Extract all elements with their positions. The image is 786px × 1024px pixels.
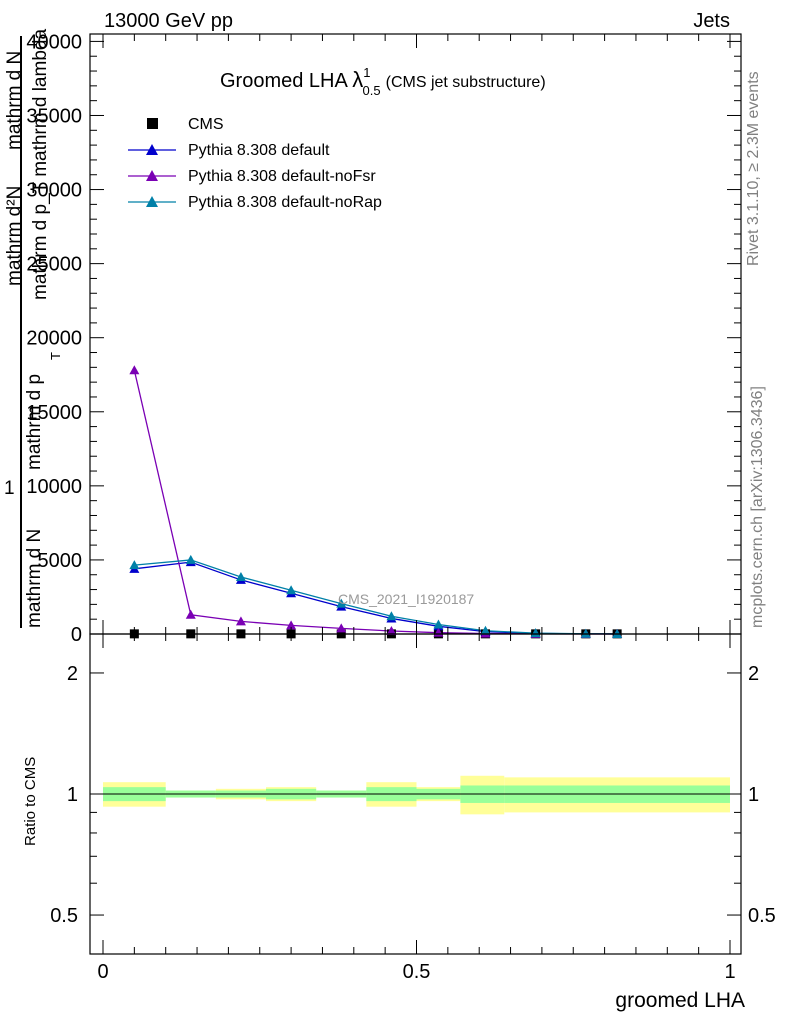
data-point-norap — [530, 628, 541, 638]
y-label-dn: mathrm d N — [24, 528, 45, 628]
data-point-norap — [286, 585, 297, 595]
data-point-norap — [580, 628, 591, 638]
y-label-one: 1 — [4, 478, 15, 499]
legend-label-nofsr: Pythia 8.308 default-noFsr — [188, 168, 376, 185]
legend-marker-nofsr — [146, 170, 158, 181]
y-tick-label: 10000 — [26, 476, 82, 498]
ratio-y-tick-label-left: 0.5 — [50, 905, 78, 927]
y-label-dp-sub: T — [48, 352, 63, 360]
main-plot-area — [90, 34, 741, 634]
ratio-y-tick-label-right: 1 — [748, 784, 759, 806]
x-axis-label: groomed LHA — [615, 989, 745, 1012]
y-tick-label: 35000 — [26, 105, 82, 127]
y-label-fraction-bar-1 — [20, 36, 22, 628]
data-point-nofsr — [235, 616, 246, 626]
data-point-norap — [480, 625, 491, 635]
plot-title: Groomed LHA λ1 0.5 (CMS jet substructure) — [220, 65, 546, 98]
y-tick-label: 40000 — [26, 31, 82, 53]
ratio-y-tick-label-left: 1 — [67, 784, 78, 806]
y-tick-label: 15000 — [26, 402, 82, 424]
y-tick-label: 20000 — [26, 328, 82, 350]
data-point-norap — [185, 554, 196, 564]
y-label-dpt-dlambda: mathrm d p_T mathrm d lambda — [30, 28, 51, 300]
legend-marker-default — [146, 144, 158, 155]
legend-marker-norap — [146, 196, 158, 207]
ratio-bands — [103, 775, 730, 815]
y-tick-label: 25000 — [26, 254, 82, 276]
data-point-nofsr — [286, 620, 297, 630]
data-point-nofsr — [185, 609, 196, 619]
legend-label-default: Pythia 8.308 default — [188, 142, 330, 159]
x-tick-label: 1 — [724, 961, 735, 983]
x-tick-label: 0 — [97, 961, 108, 983]
ratio-y-tick-label-right: 2 — [748, 663, 759, 685]
data-point-norap — [129, 560, 140, 570]
process-label: Jets — [693, 10, 730, 32]
data-point-norap — [336, 598, 347, 608]
y-tick-label: 0 — [71, 624, 82, 646]
data-point-nofsr — [129, 365, 140, 375]
legend: CMS Pythia 8.308 default Pythia 8.308 de… — [128, 116, 382, 211]
legend-label-cms: CMS — [188, 116, 224, 133]
axes: 0 5000 10000 15000 20000 25000 30000 35000 40000… — [26, 31, 775, 983]
ratio-y-tick-label-right: 0.5 — [748, 905, 776, 927]
ratio-frame — [89, 633, 742, 955]
mcplots-label: mcplots.cern.ch [arXiv:1306.3436] — [749, 386, 766, 628]
y-label-dn-top: mathrm d N — [4, 50, 25, 150]
ratio-axis-label: Ratio to CMS — [22, 756, 39, 846]
y-tick-label: 30000 — [26, 180, 82, 202]
ratio-y-tick-label-left: 2 — [67, 663, 78, 685]
x-tick-label: 0.5 — [403, 961, 431, 983]
y-label-d2n: mathrm d²N — [4, 185, 25, 286]
y-tick-label: 5000 — [38, 550, 83, 572]
energy-label: 13000 GeV pp — [104, 10, 233, 32]
data-point-norap — [235, 571, 246, 581]
analysis-watermark: CMS_2021_I1920187 — [338, 591, 474, 607]
legend-label-norap: Pythia 8.308 default-noRap — [188, 194, 382, 211]
data-point-nofsr — [336, 623, 347, 633]
legend-marker-cms — [147, 118, 158, 129]
data-point-nofsr — [386, 626, 397, 636]
y-label-dp: mathrm d p — [24, 373, 45, 470]
rivet-version-label: Rivet 3.1.10, ≥ 2.3M events — [745, 71, 762, 266]
data-point-norap — [433, 619, 444, 629]
data-point-norap — [386, 611, 397, 621]
